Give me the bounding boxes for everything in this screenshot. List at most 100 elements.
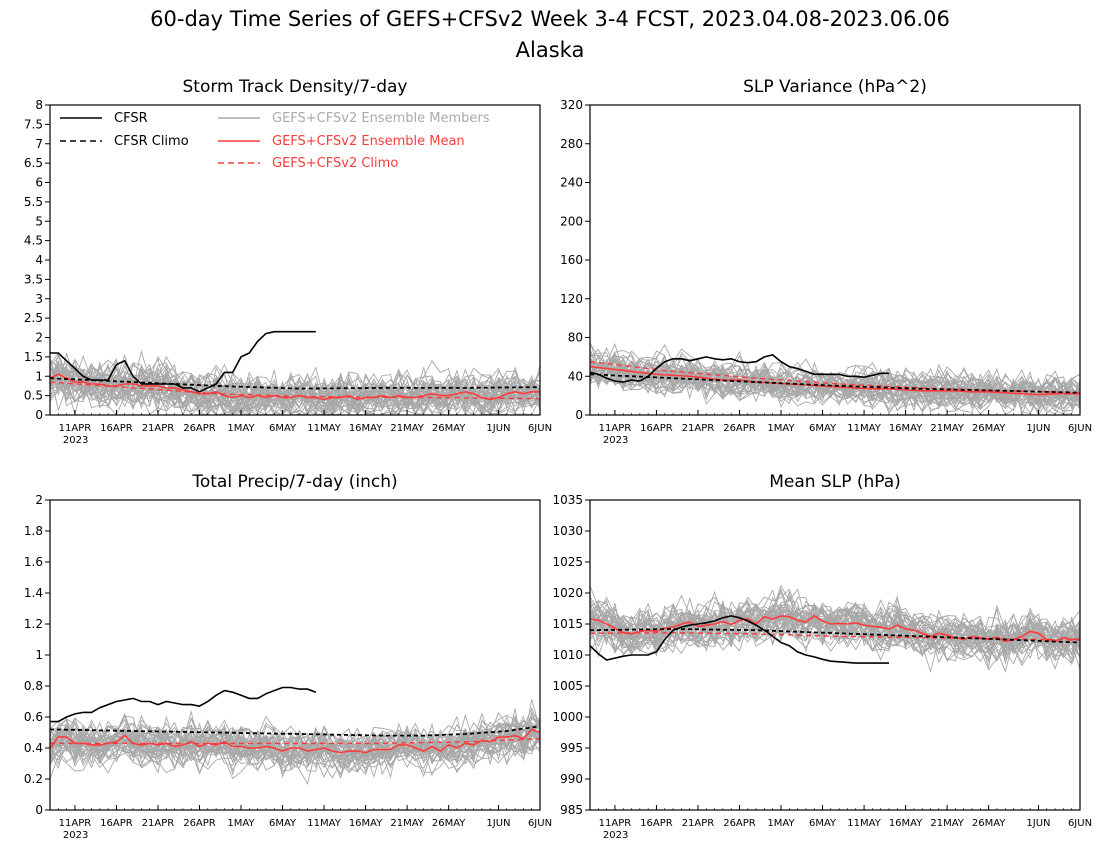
plot-area	[590, 342, 1080, 415]
y-tick-label: 3	[35, 292, 43, 306]
y-tick-label: 5	[35, 214, 43, 228]
y-tick-label: 1.5	[24, 350, 43, 364]
y-tick-label: 0.8	[24, 679, 43, 693]
x-tick-label: 16APR	[100, 423, 133, 434]
chart-panels: Storm Track Density/7-day 0 0.5 1 1.5 2 2.5 3 3.…	[24, 77, 1092, 841]
y-tick-label: 1.8	[24, 524, 43, 538]
ensemble-member-line	[50, 717, 540, 765]
y-tick-label: 2.5	[24, 311, 43, 325]
ensemble-member-line	[590, 588, 1080, 652]
legend-label: CFSR Climo	[114, 134, 189, 149]
ensemble-mean-line	[590, 365, 1080, 396]
y-tick-label: 160	[560, 253, 583, 267]
x-tick-year-label: 2023	[63, 435, 88, 446]
ensemble-member-line	[590, 609, 1080, 660]
x-tick-label: 16MAY	[349, 818, 383, 829]
panel-title: Storm Track Density/7-day	[183, 77, 408, 97]
plot-area	[590, 584, 1080, 673]
x-tick-label: 11MAY	[847, 818, 881, 829]
ensemble-member-line	[50, 366, 540, 414]
x-tick-label: 6MAY	[809, 818, 837, 829]
y-tick-label: 8	[35, 98, 43, 112]
ensemble-members	[50, 349, 540, 415]
x-tick-label: 26APR	[183, 423, 216, 434]
y-tick-label: 200	[560, 214, 583, 228]
y-tick-label: 120	[560, 292, 583, 306]
cfsr-climo-line	[590, 628, 1080, 644]
y-tick-label: 1.4	[24, 586, 43, 600]
x-tick-label: 26APR	[723, 818, 756, 829]
cfsr-climo-line	[50, 725, 540, 737]
y-tick-label: 4.5	[24, 234, 43, 248]
y-tick-label: 4	[35, 253, 43, 267]
x-tick-label: 26MAY	[432, 423, 466, 434]
ensemble-member-line	[590, 602, 1080, 657]
x-tick-label: 21MAY	[390, 423, 424, 434]
x-tick-label: 1JUN	[1026, 818, 1050, 829]
ensemble-member-line	[590, 608, 1080, 660]
chart-panel-3: Total Precip/7-day (inch)00.20.40.60.811…	[24, 472, 552, 841]
x-tick-year-label: 2023	[603, 435, 628, 446]
y-tick-label: 0	[35, 408, 43, 422]
x-tick-label: 26MAY	[432, 818, 466, 829]
ensemble-mean-line	[590, 614, 1080, 643]
chart-panel-1: Storm Track Density/7-day 0 0.5 1 1.5 2 2.5 3 3.…	[24, 77, 552, 446]
y-tick-label: 80	[568, 331, 583, 345]
ensemble-member-line	[590, 606, 1080, 659]
y-tick-label: 1	[35, 648, 43, 662]
x-tick-label: 11APR	[599, 818, 632, 829]
ensemble-member-line	[590, 589, 1080, 654]
y-tick-label: 7.5	[24, 117, 43, 131]
y-tick-label: 1.2	[24, 617, 43, 631]
x-tick-label: 11APR	[59, 818, 92, 829]
legend-label: GEFS+CFSv2 Ensemble Mean	[272, 134, 465, 149]
x-tick-label: 21APR	[142, 423, 175, 434]
x-tick-label: 16MAY	[349, 423, 383, 434]
legend-label: GEFS+CFSv2 Climo	[272, 156, 398, 171]
ensemble-member-line	[50, 362, 540, 415]
y-tick-label: 6.5	[24, 156, 43, 170]
x-tick-label: 1MAY	[227, 818, 255, 829]
y-tick-label: 0.5	[24, 389, 43, 403]
y-tick-label: 1020	[552, 586, 583, 600]
ensemble-member-line	[590, 605, 1080, 660]
x-tick-label: 1MAY	[767, 818, 795, 829]
ensemble-member-line	[590, 342, 1080, 403]
chart-legend: CFSR CFSR Climo GEFS+CFSv2 Ensemble Member…	[60, 111, 490, 171]
x-tick-label: 21MAY	[390, 818, 424, 829]
legend-label: CFSR	[114, 111, 148, 126]
ensemble-member-line	[590, 612, 1080, 673]
ensemble-member-line	[590, 363, 1080, 409]
plot-area	[50, 330, 540, 415]
plot-frame	[589, 104, 1081, 416]
ensemble-member-line	[50, 362, 540, 415]
x-tick-label: 1MAY	[767, 423, 795, 434]
x-tick-label: 16APR	[640, 423, 673, 434]
x-tick-label: 16APR	[640, 818, 673, 829]
y-tick-label: 0.2	[24, 772, 43, 786]
x-tick-year-label: 2023	[63, 830, 88, 841]
ensemble-mean-line	[50, 728, 540, 754]
x-tick-label: 21MAY	[930, 423, 964, 434]
y-tick-label: 2	[35, 331, 43, 345]
x-tick-label: 1JUN	[486, 423, 510, 434]
x-tick-label: 1JUN	[486, 818, 510, 829]
x-tick-label: 1JUN	[1026, 423, 1050, 434]
ensemble-member-line	[50, 710, 540, 756]
y-tick-label: 1.6	[24, 555, 43, 569]
y-tick-label: 5.5	[24, 195, 43, 209]
x-tick-label: 6JUN	[528, 423, 552, 434]
panel-title: Mean SLP (hPa)	[769, 472, 901, 492]
ensemble-member-line	[590, 585, 1080, 644]
figure-title-line2: Alaska	[516, 38, 585, 62]
x-tick-label: 6JUN	[528, 818, 552, 829]
y-tick-label: 1030	[552, 524, 583, 538]
gefs-climo-line	[50, 381, 540, 400]
y-tick-label: 7	[35, 137, 43, 151]
y-tick-label: 1000	[552, 710, 583, 724]
plot-area	[50, 686, 540, 785]
x-tick-label: 21APR	[682, 818, 715, 829]
y-tick-label: 0.6	[24, 710, 43, 724]
ensemble-mean-line	[50, 373, 540, 401]
